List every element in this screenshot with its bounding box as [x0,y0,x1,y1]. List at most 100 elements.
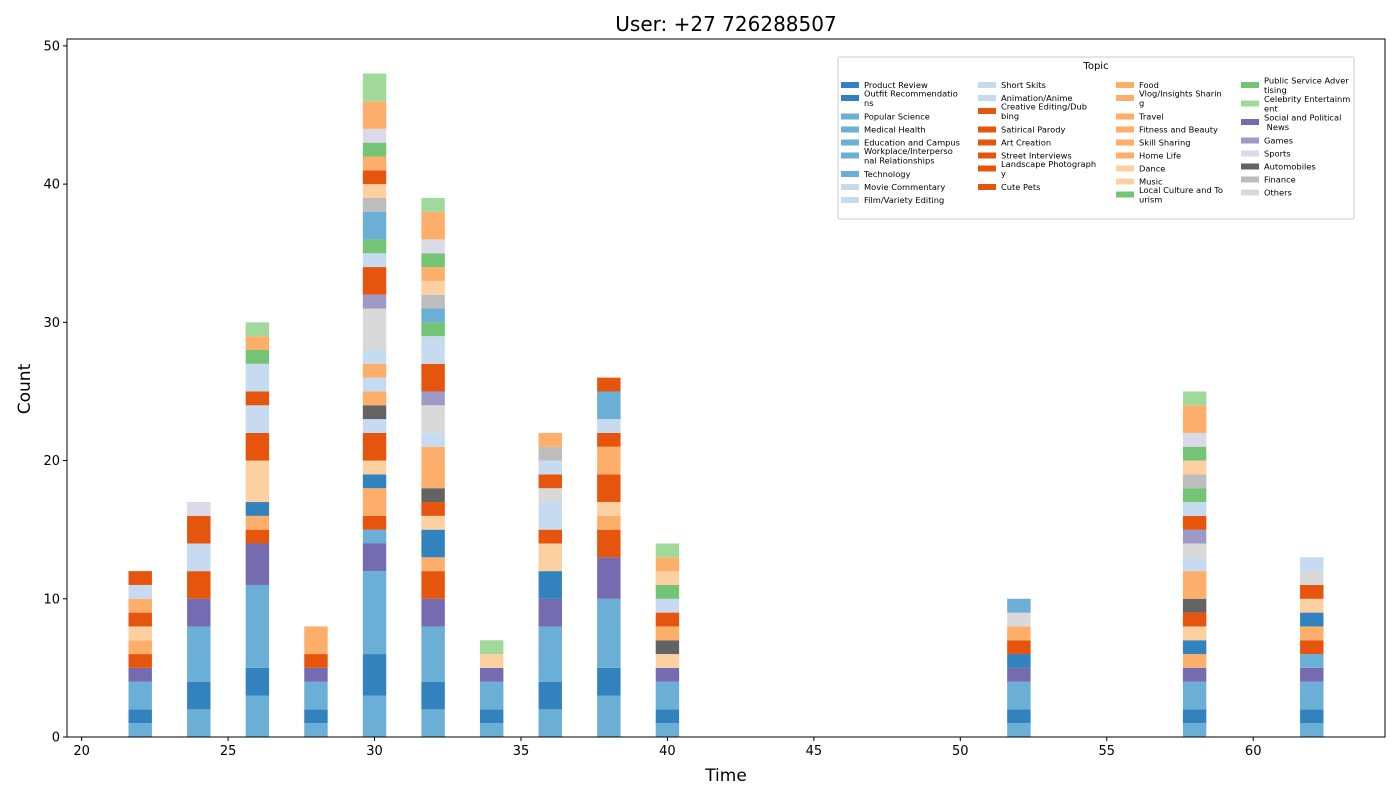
bar-segment-58-8 [1182,598,1207,613]
bar-segment-58-3 [1182,667,1207,682]
bar-segment-32-3 [421,598,445,627]
bar-segment-58-12 [1182,529,1207,544]
bar-segment-34-4 [479,654,504,668]
legend-label-1: Outfit Recommendatio ns [864,89,958,109]
x-tick-label-20: 20 [73,744,90,759]
bar-segment-26-0 [245,695,270,737]
bar-segment-40-9 [655,584,680,599]
legend-swatch-20 [1116,126,1134,133]
legend-label-12: Satirical Parody [1001,125,1066,135]
bar-segment-30-17 [362,294,387,309]
legend-label-14: Street Interviews [1001,151,1072,161]
bars-layer [128,73,1324,737]
y-tick-label-40: 40 [43,178,60,193]
bar-segment-62-1 [1300,709,1324,724]
legend-swatch-24 [1116,178,1134,185]
bar-segment-52-5 [1007,640,1031,655]
bar-segment-38-12 [597,377,621,392]
legend-label-0: Product Review [864,80,928,90]
bar-segment-24-0 [187,709,211,737]
bar-segment-40-5 [655,640,680,655]
bar-segment-32-12 [421,405,445,433]
bar-segment-52-6 [1007,626,1031,641]
bar-segment-40-3 [655,667,680,682]
x-tick-label-45: 45 [806,744,823,759]
bar-segment-62-4 [1300,654,1324,668]
legend-swatch-26 [1241,82,1259,88]
legend-label-9: Short Skits [1001,80,1046,90]
legend-box [837,56,1355,220]
bar-segment-62-2 [1300,681,1324,710]
x-tick-label-55: 55 [1098,744,1115,759]
bar-segment-32-15 [421,336,445,364]
y-tick-label-10: 10 [43,592,60,607]
x-tick-label-25: 25 [220,744,237,759]
legend-label-30: Sports [1264,149,1291,159]
bar-segment-28-4 [304,654,328,668]
bar-segment-32-6 [421,529,445,558]
bar-segment-58-18 [1182,446,1207,461]
legend-swatch-3 [841,126,859,133]
y-tick-label-30: 30 [43,316,60,331]
bar-segment-24-4 [187,571,211,599]
x-tick-label-60: 60 [1245,744,1262,759]
bar-segment-58-1 [1182,709,1207,724]
bar-segment-30-7 [362,474,387,489]
bar-segment-36-11 [538,446,562,461]
legend-label-3: Medical Health [864,125,926,135]
bar-segment-52-3 [1007,667,1031,682]
legend-swatch-30 [1241,150,1259,157]
x-tick-label-40: 40 [659,744,676,759]
bar-segment-28-3 [304,667,328,682]
bar-segment-32-17 [421,308,445,323]
bar-segment-36-5 [538,543,562,572]
bar-segment-30-3 [362,543,387,572]
bar-segment-58-16 [1182,474,1207,489]
bar-segment-32-21 [421,253,445,268]
bar-segment-38-11 [597,391,621,420]
bar-segment-26-7 [245,460,270,503]
bar-segment-52-0 [1007,723,1031,737]
bar-segment-32-13 [421,391,445,406]
bar-segment-30-24 [362,170,387,185]
bar-segment-30-27 [362,128,387,143]
legend-swatch-32 [1241,176,1259,183]
bar-segment-36-6 [538,529,562,544]
bar-segment-22-2 [128,681,152,710]
legend-label-26: Public Service Adver tising [1264,76,1349,96]
legend-swatch-23 [1116,165,1134,172]
bar-segment-52-1 [1007,709,1031,724]
bar-segment-30-0 [362,695,387,737]
bar-segment-30-25 [362,156,387,171]
legend-swatch-21 [1116,139,1134,146]
x-tick-label-50: 50 [952,744,969,759]
bar-segment-38-10 [597,419,621,433]
bar-segment-40-4 [655,654,680,668]
legend-label-21: Skill Sharing [1139,138,1190,148]
bar-segment-30-28 [362,101,387,129]
bar-segment-36-7 [538,502,562,530]
bar-segment-36-2 [538,626,562,682]
bar-segment-58-21 [1182,391,1207,406]
legend-swatch-5 [841,152,859,159]
legend-swatch-33 [1241,189,1259,196]
chart-title: User: +27 726288507 [615,12,836,36]
bar-segment-40-8 [655,598,680,613]
bar-segment-58-0 [1182,723,1207,737]
legend-label-17: Food [1139,80,1159,90]
bar-segment-32-18 [421,294,445,309]
legend-label-27: Celebrity Entertainm ent [1264,94,1350,114]
legend-swatch-18 [1116,95,1134,101]
bar-segment-24-1 [187,681,211,710]
bar-segment-34-1 [479,709,504,724]
legend-swatch-8 [841,197,859,203]
bar-segment-30-1 [362,654,387,696]
legend-label-11: Creative Editing/Dub bing [1001,102,1087,122]
bar-segment-24-7 [187,502,211,516]
bar-segment-22-5 [128,640,152,655]
legend-swatch-28 [1241,119,1259,125]
bar-segment-28-0 [304,723,328,737]
bar-segment-38-1 [597,667,621,696]
legend-label-31: Automobiles [1264,162,1316,172]
